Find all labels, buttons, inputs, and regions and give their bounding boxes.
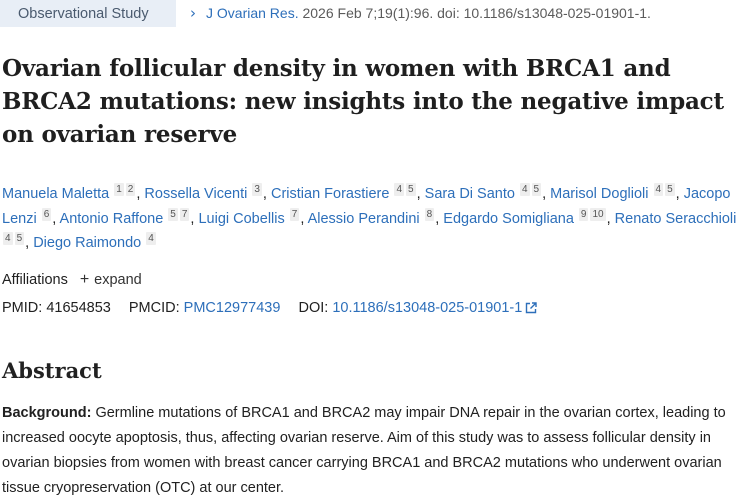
affiliation-ref[interactable]: 4 [3, 232, 13, 245]
affiliation-ref[interactable]: 3 [252, 183, 262, 196]
affiliation-ref[interactable]: 1 [114, 183, 124, 196]
affiliation-ref[interactable]: 4 [519, 183, 530, 196]
author-link[interactable]: Manuela Maletta [2, 186, 110, 202]
pmcid-label: PMCID: [128, 300, 180, 316]
expand-label[interactable]: expand [94, 272, 142, 288]
article-identifiers: PMID: 41654853 PMCID: PMC12977439 DOI: 1… [2, 300, 538, 318]
affiliation-ref[interactable]: 5 [168, 207, 178, 221]
affiliation-ref[interactable]: 5 [14, 232, 25, 245]
affiliations-toggle[interactable]: Affiliations + expand [2, 271, 142, 289]
author-link[interactable]: Renato Seracchioli [614, 210, 737, 227]
citation: J Ovarian Res. 2026 Feb 7;19(1):96. doi:… [206, 5, 651, 21]
doi-link[interactable]: 10.1186/s13048-025-01901-1 [332, 300, 523, 316]
pmcid-link[interactable]: PMC12977439 [183, 300, 281, 316]
citation-details: 2026 Feb 7;19(1):96. doi: 10.1186/s13048… [298, 5, 651, 21]
background-label: Background: [2, 405, 92, 421]
affiliation-ref[interactable]: 2 [125, 183, 136, 196]
chevron-right-icon: › [190, 4, 196, 22]
doi-label: DOI: [298, 300, 329, 316]
affiliation-ref[interactable]: 6 [41, 207, 52, 221]
author-link[interactable]: Diego Raimondo [33, 235, 142, 251]
affiliation-ref[interactable]: 5 [406, 183, 416, 196]
affiliations-label: Affiliations [2, 272, 68, 288]
affiliation-ref[interactable]: 7 [179, 207, 190, 221]
affiliation-ref[interactable]: 10 [590, 207, 606, 221]
affiliation-ref[interactable]: 8 [424, 207, 435, 221]
abstract-background: Background: Germline mutations of BRCA1 … [2, 401, 748, 500]
author-link[interactable]: Sara Di Santo [424, 186, 515, 202]
external-link-icon[interactable] [525, 302, 538, 318]
affiliation-ref[interactable]: 4 [146, 232, 156, 245]
article-title: Ovarian follicular density in women with… [2, 55, 724, 148]
author-link[interactable]: Alessio Perandini [307, 210, 420, 227]
author-link[interactable]: Jacopo Lenzi [2, 186, 731, 227]
background-text: Germline mutations of BRCA1 and BRCA2 ma… [2, 405, 726, 496]
author-link[interactable]: Cristian Forastiere [270, 186, 390, 202]
affiliation-ref[interactable]: 7 [289, 207, 300, 221]
author-link[interactable]: Antonio Raffone [59, 210, 164, 227]
plus-icon: + [79, 271, 90, 288]
author-link[interactable]: Rossella Vicenti [144, 186, 248, 202]
study-type-badge[interactable]: Observational Study [0, 0, 176, 27]
pmid-value: 41654853 [46, 300, 111, 316]
affiliation-ref[interactable]: 4 [653, 183, 664, 196]
abstract-heading: Abstract [2, 358, 102, 383]
pmid-label: PMID: [2, 300, 43, 316]
author-link[interactable]: Marisol Doglioli [550, 186, 649, 202]
author-link[interactable]: Luigi Cobellis [198, 210, 285, 227]
affiliation-ref[interactable]: 4 [394, 183, 405, 196]
author-link[interactable]: Edgardo Somigliana [443, 210, 574, 227]
journal-link[interactable]: J Ovarian Res. [206, 5, 299, 21]
affiliation-ref[interactable]: 5 [531, 183, 542, 196]
citation-bar: Observational Study › J Ovarian Res. 202… [0, 0, 750, 28]
affiliation-ref[interactable]: 9 [578, 207, 589, 221]
affiliation-ref[interactable]: 5 [665, 183, 675, 196]
